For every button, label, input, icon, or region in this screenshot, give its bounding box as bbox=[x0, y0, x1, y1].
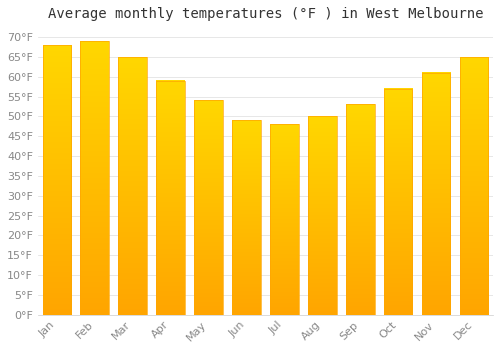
Bar bbox=[384, 89, 412, 315]
Bar bbox=[232, 120, 260, 315]
Title: Average monthly temperatures (°F ) in West Melbourne: Average monthly temperatures (°F ) in We… bbox=[48, 7, 483, 21]
Bar bbox=[118, 57, 147, 315]
Bar bbox=[194, 100, 223, 315]
Bar bbox=[80, 41, 109, 315]
Bar bbox=[270, 124, 298, 315]
Bar bbox=[156, 80, 185, 315]
Bar bbox=[460, 57, 488, 315]
Bar bbox=[42, 45, 71, 315]
Bar bbox=[422, 73, 450, 315]
Bar bbox=[346, 104, 374, 315]
Bar bbox=[308, 116, 336, 315]
